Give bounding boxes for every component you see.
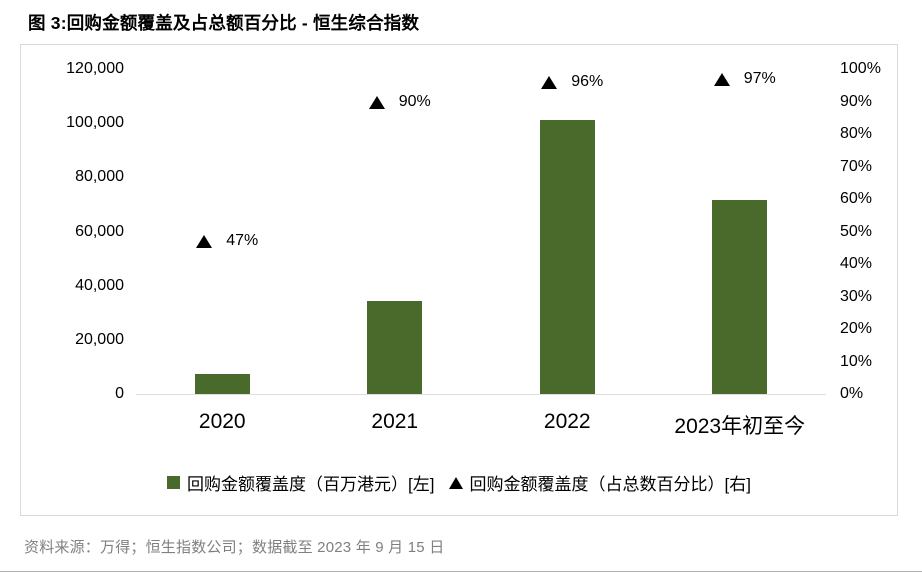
right-axis-tick: 40% (840, 255, 873, 272)
right-axis-tick: 60% (840, 190, 873, 207)
bar-series-swatch-icon (167, 476, 181, 489)
x-axis-label-2022: 2022 (543, 410, 591, 433)
legend-label-bar-series: 回购金额覆盖度（百万港元）[左] (187, 475, 435, 494)
left-axis-tick: 0 (115, 385, 124, 402)
plot-area: 0 20,000 40,000 60,000 80,000 100,000 120,000 0… (66, 60, 881, 438)
right-axis-tick: 50% (840, 222, 873, 240)
chart-legend: 回购金额覆盖度（百万港元）[左] 回购金额覆盖度（占总数百分比）[右] (21, 470, 897, 495)
x-axis-label-2021: 2021 (371, 410, 419, 433)
left-axis-tick: 100,000 (66, 114, 124, 132)
left-axis-tick: 60,000 (75, 222, 124, 240)
right-axis-tick: 30% (840, 287, 873, 305)
right-axis-tick: 10% (840, 352, 873, 370)
bar-2023年初至今 (712, 200, 768, 394)
left-axis-tick: 80,000 (75, 168, 124, 186)
x-axis-label-2020: 2020 (198, 410, 246, 433)
left-axis-tick: 20,000 (75, 330, 124, 348)
triangle-series-swatch-icon (448, 476, 463, 489)
x-axis-label-2023年初至今: 2023年初至今 (674, 415, 806, 438)
chart-frame: 0 20,000 40,000 60,000 80,000 100,000 120,000 0… (20, 44, 898, 516)
triangle-marker-2023年初至今 (713, 72, 730, 86)
triangle-marker-2021 (368, 95, 385, 109)
right-axis-tick: 90% (840, 92, 873, 110)
marker-label-2021: 90% (398, 92, 431, 110)
source-note: 资料来源：万得；恒生指数公司；数据截至 2023 年 9 月 15 日 (24, 539, 445, 556)
x-axis-line (136, 394, 826, 395)
right-axis-tick: 80% (840, 125, 873, 142)
marker-label-2020: 47% (226, 232, 259, 250)
bar-2020 (194, 373, 250, 394)
bar-2021 (367, 300, 423, 394)
legend-item-bar-series: 回购金额覆盖度（百万港元）[左] (167, 470, 435, 495)
marker-label-2022: 96% (571, 73, 604, 90)
legend-label-marker-series: 回购金额覆盖度（占总数百分比）[右] (469, 475, 751, 494)
left-axis-tick: 120,000 (66, 60, 124, 77)
right-axis-tick: 70% (840, 157, 873, 175)
right-axis-tick: 100% (840, 60, 881, 77)
marker-label-2023年初至今: 97% (743, 69, 776, 87)
legend-item-marker-series: 回购金额覆盖度（占总数百分比）[右] (448, 470, 751, 495)
left-axis-tick: 40,000 (75, 276, 124, 294)
triangle-marker-2020 (196, 235, 213, 249)
chart-title: 图 3:回购金额覆盖及占总额百分比 - 恒生综合指数 (28, 13, 420, 33)
bar-2022 (539, 120, 595, 394)
right-axis-tick: 0% (840, 385, 864, 402)
triangle-marker-2022 (541, 76, 558, 89)
right-axis-tick: 20% (840, 320, 873, 337)
